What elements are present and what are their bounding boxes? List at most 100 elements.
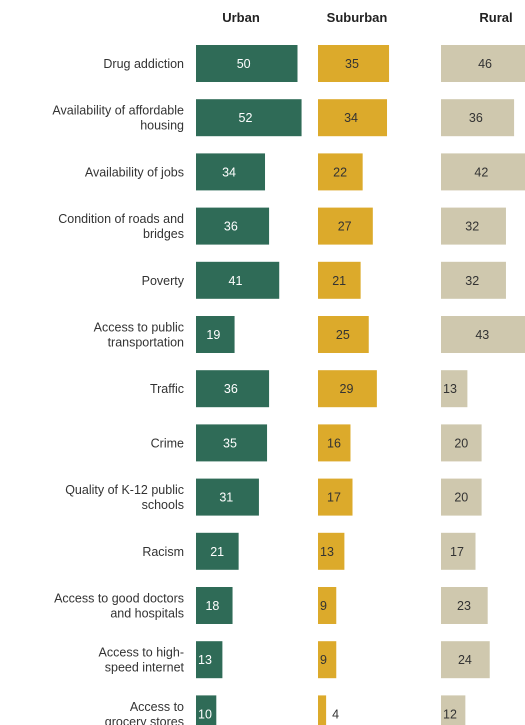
bar-suburban: [318, 99, 388, 137]
bar-rural: [441, 695, 466, 725]
value-label-rural: 20: [454, 436, 468, 450]
value-label-rural: 46: [478, 57, 492, 71]
category-label: Availability of jobs: [85, 165, 184, 179]
bar-suburban: [318, 424, 351, 462]
value-label-urban: 13: [198, 653, 212, 667]
value-label-urban: 18: [205, 599, 219, 613]
bar-suburban: [318, 316, 369, 353]
value-label-suburban: 17: [327, 491, 341, 505]
bar-rural: [441, 45, 525, 82]
value-label-urban: 50: [237, 57, 251, 71]
category-label: Availability of affordable: [52, 104, 184, 118]
category-label: grocery stores: [105, 715, 184, 725]
bar-rural: [441, 587, 488, 624]
category-label: Quality of K-12 public: [65, 483, 184, 497]
value-label-suburban: 34: [344, 111, 358, 125]
category-label: housing: [140, 119, 184, 133]
value-label-rural: 32: [465, 274, 479, 288]
value-label-rural: 17: [450, 545, 464, 559]
value-label-urban: 41: [229, 274, 243, 288]
bar-urban: [196, 153, 266, 191]
value-label-suburban: 25: [336, 328, 350, 342]
bar-rural: [441, 532, 476, 570]
bar-rural: [441, 478, 482, 516]
value-label-urban: 31: [219, 491, 233, 505]
value-label-suburban: 35: [345, 57, 359, 71]
value-label-suburban: 16: [327, 436, 341, 450]
value-label-rural: 42: [474, 165, 488, 179]
value-label-suburban: 21: [332, 274, 346, 288]
category-label: and hospitals: [110, 607, 184, 621]
category-label: Drug addiction: [103, 57, 184, 71]
category-label: transportation: [108, 336, 184, 350]
bar-urban: [196, 641, 223, 679]
value-label-rural: 20: [454, 491, 468, 505]
bar-suburban: [318, 370, 377, 408]
bar-rural: [441, 261, 506, 299]
value-label-suburban: 4: [332, 707, 339, 721]
value-label-rural: 12: [443, 707, 457, 721]
value-label-rural: 13: [443, 382, 457, 396]
bar-rural: [441, 370, 468, 408]
bar-urban: [196, 316, 235, 353]
bar-suburban: [318, 587, 337, 624]
category-label: Racism: [142, 545, 184, 559]
value-label-urban: 10: [198, 707, 212, 721]
bar-suburban: [318, 153, 363, 191]
bar-urban: [196, 532, 239, 570]
category-label: Access to good doctors: [54, 592, 184, 606]
bar-rural: [441, 641, 490, 679]
category-label: Traffic: [150, 382, 184, 396]
bar-urban: [196, 587, 233, 624]
bar-urban: [196, 261, 280, 299]
bar-urban: [196, 478, 259, 516]
category-label: Crime: [151, 436, 184, 450]
bar-rural: [441, 153, 525, 191]
value-label-rural: 24: [458, 653, 472, 667]
value-label-urban: 52: [239, 111, 253, 125]
value-label-urban: 21: [210, 545, 224, 559]
value-label-suburban: 9: [320, 653, 327, 667]
value-label-rural: 36: [469, 111, 483, 125]
value-label-suburban: 29: [340, 382, 354, 396]
bar-rural: [441, 207, 506, 245]
value-label-rural: 23: [457, 599, 471, 613]
bar-urban: [196, 45, 298, 82]
value-label-rural: 32: [465, 220, 479, 234]
bar-urban: [196, 370, 270, 408]
value-label-rural: 43: [475, 328, 489, 342]
bar-rural: [441, 424, 482, 462]
value-label-suburban: 9: [320, 599, 327, 613]
bar-urban: [196, 424, 268, 462]
value-label-urban: 36: [224, 220, 238, 234]
bar-suburban: [318, 695, 327, 725]
bar-rural: [441, 99, 515, 137]
bar-urban: [196, 99, 302, 137]
bar-urban: [196, 695, 217, 725]
bar-suburban: [318, 478, 353, 516]
category-label: Poverty: [142, 274, 185, 288]
column-header-urban: Urban: [222, 10, 260, 25]
bar-suburban: [318, 207, 373, 245]
category-label: speed internet: [105, 661, 185, 675]
category-label: schools: [142, 498, 184, 512]
value-label-suburban: 22: [333, 165, 347, 179]
bar-suburban: [318, 532, 345, 570]
category-label: bridges: [143, 227, 184, 241]
bar-rural: [441, 316, 525, 353]
bar-suburban: [318, 261, 361, 299]
bar-suburban: [318, 45, 390, 82]
value-label-urban: 36: [224, 382, 238, 396]
bar-suburban: [318, 641, 337, 679]
column-header-suburban: Suburban: [327, 10, 388, 25]
value-label-urban: 19: [206, 328, 220, 342]
category-label: Access to high-: [99, 646, 184, 660]
category-label: Access to public: [94, 321, 184, 335]
value-label-urban: 34: [222, 165, 236, 179]
value-label-suburban: 13: [320, 545, 334, 559]
bar-urban: [196, 207, 270, 245]
column-header-rural: Rural: [479, 10, 512, 25]
category-label: Access to: [130, 700, 184, 714]
value-label-urban: 35: [223, 436, 237, 450]
